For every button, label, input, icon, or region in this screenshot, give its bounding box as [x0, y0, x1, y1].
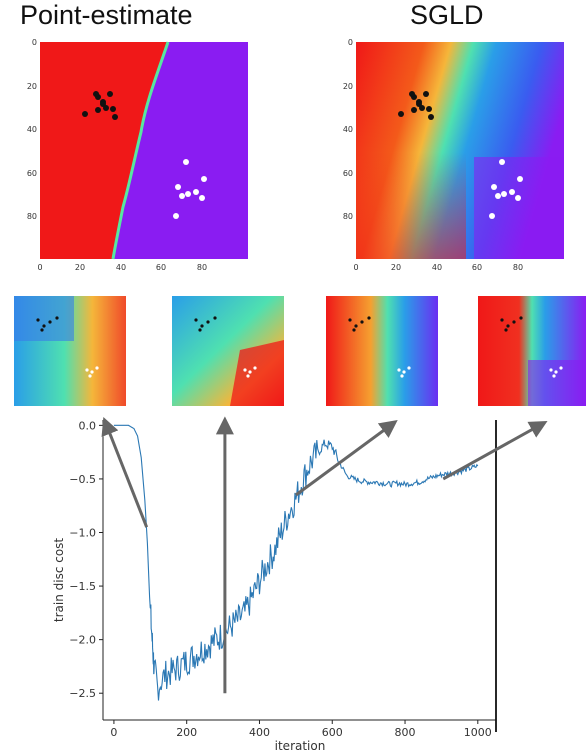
x-tick: 40: [116, 263, 126, 272]
y-tick: 0: [348, 38, 353, 47]
x-tick: 20: [391, 263, 401, 272]
x-tick: 20: [75, 263, 85, 272]
point-estimate-heatmap: 0 20 40 60 80 0 20 40 60 80: [27, 38, 248, 272]
snapshot-panel-3: [326, 296, 438, 406]
y-tick-label: −0.5: [69, 473, 96, 486]
y-tick-label: −2.0: [69, 634, 96, 647]
y-tick: 60: [343, 169, 353, 178]
x-tick: 40: [432, 263, 442, 272]
series-line: [113, 424, 479, 701]
y-tick: 60: [27, 169, 37, 178]
sgld-heatmap: 0 20 40 60 80 0 20 40 60 80: [343, 38, 564, 272]
x-tick: 0: [353, 263, 358, 272]
y-tick: 0: [32, 38, 37, 47]
train-disc-cost-chart: 0 200 400 600 800 1000 0.0 −0.5 −1.0 −1.5 −2.0 −2.5…: [52, 416, 548, 753]
title-sgld: SGLD: [410, 0, 484, 30]
x-tick: 80: [513, 263, 523, 272]
x-tick: 0: [37, 263, 42, 272]
snapshot-panel-4: [478, 296, 586, 406]
pointer-arrow: [442, 420, 548, 481]
y-tick-label: 0.0: [79, 419, 97, 432]
x-tick-label: 1000: [464, 726, 492, 739]
y-tick: 40: [27, 125, 37, 134]
x-axis-label: iteration: [275, 739, 326, 753]
y-tick: 20: [27, 82, 37, 91]
snapshot-panel-1: [14, 296, 126, 406]
x-tick-label: 400: [249, 726, 270, 739]
y-tick-label: −1.5: [69, 580, 96, 593]
x-tick: 80: [197, 263, 207, 272]
x-tick: 60: [156, 263, 166, 272]
y-axis-label: train disc cost: [52, 538, 66, 623]
y-tick: 20: [343, 82, 353, 91]
pointer-arrow: [294, 420, 398, 497]
y-tick-label: −1.0: [69, 527, 96, 540]
x-tick-label: 800: [395, 726, 416, 739]
y-tick: 80: [343, 212, 353, 221]
y-tick-label: −2.5: [69, 687, 96, 700]
x-tick-label: 600: [322, 726, 343, 739]
x-tick: 60: [472, 263, 482, 272]
x-tick-label: 0: [110, 726, 117, 739]
y-tick: 80: [27, 212, 37, 221]
title-point-estimate: Point-estimate: [20, 0, 193, 30]
y-tick: 40: [343, 125, 353, 134]
x-tick-label: 200: [176, 726, 197, 739]
pointer-arrow: [101, 416, 149, 528]
snapshot-panel-2: [172, 296, 284, 406]
